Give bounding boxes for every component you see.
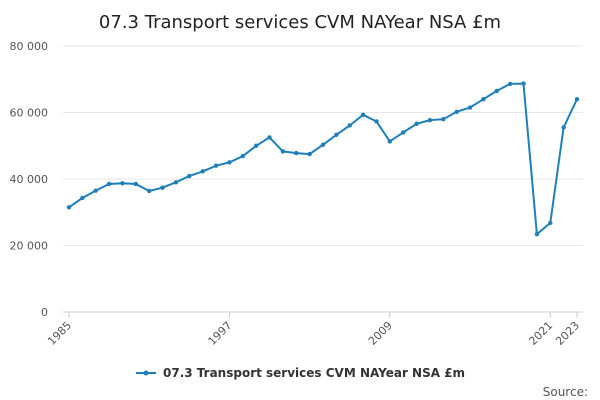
chart-title: 07.3 Transport services CVM NAYear NSA £… <box>99 12 501 33</box>
data-point[interactable] <box>401 130 406 135</box>
data-point[interactable] <box>454 109 459 115</box>
data-point[interactable] <box>160 185 165 190</box>
data-point[interactable] <box>360 112 366 118</box>
data-point[interactable] <box>441 116 446 122</box>
data-point[interactable] <box>561 125 566 130</box>
data-point[interactable] <box>414 121 419 127</box>
data-point[interactable] <box>534 231 540 237</box>
data-point[interactable] <box>66 205 72 210</box>
legend-label: 07.3 Transport services CVM NAYear NSA £… <box>163 366 465 380</box>
legend-marker <box>143 370 149 376</box>
data-point[interactable] <box>467 105 473 110</box>
data-point[interactable] <box>548 220 553 226</box>
data-point[interactable] <box>133 181 139 187</box>
data-point[interactable] <box>267 135 272 140</box>
data-point[interactable] <box>427 117 433 123</box>
x-tick-label: 2009 <box>366 319 395 348</box>
data-point[interactable] <box>374 119 379 124</box>
y-tick-label: 60 000 <box>10 107 49 120</box>
data-point[interactable] <box>521 81 526 86</box>
y-tick-label: 20 000 <box>10 240 49 253</box>
data-point[interactable] <box>213 163 219 168</box>
data-point[interactable] <box>200 169 205 174</box>
x-tick-label: 2023 <box>553 319 582 348</box>
y-tick-label: 0 <box>41 306 48 319</box>
data-point[interactable] <box>334 132 339 137</box>
data-point[interactable] <box>147 188 152 194</box>
source-label: Source: <box>543 385 588 399</box>
data-point[interactable] <box>187 173 192 179</box>
data-point[interactable] <box>347 123 352 128</box>
data-point[interactable] <box>507 81 513 87</box>
y-tick-label: 80 000 <box>10 40 49 53</box>
data-point[interactable] <box>120 181 125 186</box>
data-points <box>66 81 580 237</box>
data-point[interactable] <box>253 143 259 148</box>
data-point[interactable] <box>574 97 580 102</box>
data-point[interactable] <box>387 139 393 144</box>
data-point[interactable] <box>80 195 85 201</box>
y-axis: 0 20 000 40 000 60 000 80 000 <box>10 40 49 319</box>
data-point[interactable] <box>307 151 312 157</box>
y-tick-label: 40 000 <box>10 173 49 186</box>
data-point[interactable] <box>320 142 326 147</box>
x-tick-label: 2021 <box>526 319 555 348</box>
data-point[interactable] <box>173 180 179 185</box>
data-point[interactable] <box>93 188 98 193</box>
data-point[interactable] <box>294 150 299 156</box>
data-point[interactable] <box>280 149 286 154</box>
data-point[interactable] <box>494 88 499 94</box>
gridlines <box>63 45 583 246</box>
data-point[interactable] <box>481 97 486 102</box>
data-point[interactable] <box>227 160 232 165</box>
legend[interactable]: 07.3 Transport services CVM NAYear NSA £… <box>136 366 465 380</box>
data-point[interactable] <box>240 153 245 159</box>
data-point[interactable] <box>106 181 112 187</box>
x-tick-label: 1985 <box>45 319 74 348</box>
series-line <box>68 82 578 237</box>
x-tick-label: 1997 <box>206 319 235 348</box>
